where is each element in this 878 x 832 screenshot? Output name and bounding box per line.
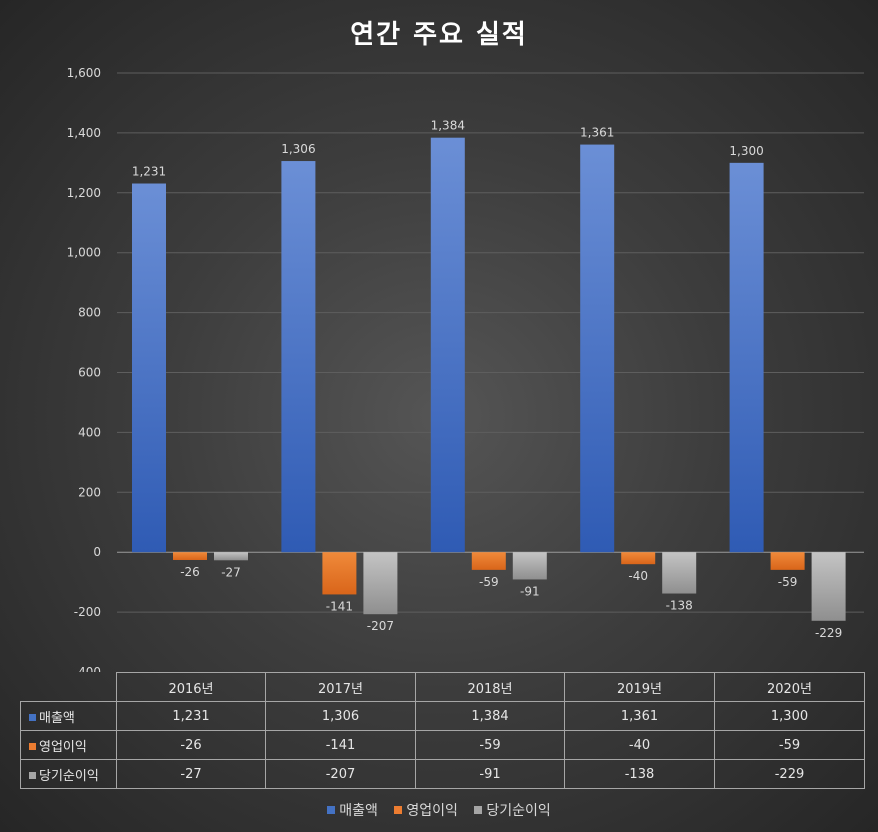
table-header-cell: 2018년	[415, 672, 565, 702]
data-label: -59	[479, 575, 499, 589]
y-tick-label: 600	[78, 366, 101, 380]
table-cell: 1,300	[714, 701, 865, 731]
legend-item: 영업이익	[394, 800, 458, 820]
series-name: 당기순이익	[39, 768, 99, 784]
legend-swatch	[327, 806, 336, 814]
bar-영업이익	[621, 552, 656, 565]
table-cell: 1,231	[116, 701, 266, 731]
legend-label: 매출액	[339, 803, 378, 819]
data-label: -229	[815, 626, 842, 640]
data-label: -27	[221, 565, 241, 579]
legend-swatch	[29, 713, 36, 721]
legend-swatch	[29, 742, 36, 750]
table-cell: -229	[714, 759, 865, 789]
bar-매출액	[430, 137, 465, 553]
table-cell: 1,384	[415, 701, 565, 731]
table-corner	[20, 672, 117, 702]
data-label: -26	[180, 565, 200, 579]
y-tick-label: 800	[78, 306, 101, 320]
table-row: 영업이익 -26 -141 -59 -40 -59	[20, 730, 865, 760]
table-cell: -27	[116, 759, 266, 789]
y-tick-label: 200	[78, 485, 101, 499]
y-tick-label: 1,200	[67, 186, 101, 200]
table-cell: -207	[265, 759, 416, 789]
legend-item: 당기순이익	[474, 800, 551, 820]
bar-매출액	[729, 162, 764, 553]
y-tick-label: 0	[93, 545, 101, 559]
table-cell: -26	[116, 730, 266, 760]
series-name: 영업이익	[39, 739, 87, 755]
table-header-cell: 2017년	[265, 672, 416, 702]
bar-매출액	[132, 183, 166, 553]
table-cell: -91	[415, 759, 565, 789]
table-cell: -40	[564, 730, 715, 760]
bar-영업이익	[173, 552, 207, 560]
legend: 매출액 영업이익 당기순이익	[0, 800, 878, 820]
y-tick-label: 400	[78, 425, 101, 439]
series-name: 매출액	[39, 710, 75, 726]
data-label: -59	[778, 575, 798, 589]
table-cell: 1,361	[564, 701, 715, 731]
table-cell: 1,306	[265, 701, 416, 731]
data-label: 1,306	[281, 142, 315, 156]
table-header-row: 2016년 2017년 2018년 2019년 2020년	[20, 672, 865, 702]
bar-당기순이익	[214, 552, 248, 561]
legend-label: 당기순이익	[486, 803, 551, 819]
bar-영업이익	[471, 552, 506, 570]
bar-당기순이익	[512, 552, 547, 580]
table-header-cell: 2019년	[564, 672, 715, 702]
data-label: -207	[367, 619, 394, 633]
table-cell: -59	[714, 730, 865, 760]
bar-chart: -400 -200 0 200 400 600 800 1,000 1,200 1,400 1,60…	[67, 66, 864, 672]
y-tick-label: -400	[74, 665, 101, 672]
table-row: 매출액 1,231 1,306 1,384 1,361 1,300	[20, 701, 865, 731]
table-row: 당기순이익 -27 -207 -91 -138 -229	[20, 759, 865, 789]
data-label: -91	[520, 584, 540, 598]
legend-label: 영업이익	[406, 803, 458, 819]
data-label: 1,300	[729, 144, 763, 158]
table-row-header: 매출액	[20, 701, 117, 731]
bar-영업이익	[322, 552, 357, 595]
table-header-cell: 2020년	[714, 672, 865, 702]
data-table: 2016년 2017년 2018년 2019년 2020년 매출액 1,231 …	[20, 672, 865, 789]
bar-매출액	[580, 144, 615, 553]
chart-title: 연간 주요 실적	[350, 20, 528, 50]
bar-매출액	[281, 161, 316, 553]
legend-swatch	[474, 806, 483, 814]
table-row-header: 영업이익	[20, 730, 117, 760]
data-label: 1,231	[132, 165, 166, 179]
bar-영업이익	[770, 552, 805, 570]
y-tick-label: 1,000	[67, 246, 101, 260]
table-header-cell: 2016년	[116, 672, 266, 702]
bar-당기순이익	[811, 552, 846, 621]
y-tick-label: 1,600	[67, 66, 101, 80]
data-label: 1,384	[431, 119, 465, 133]
legend-swatch	[29, 771, 36, 779]
table-cell: -141	[265, 730, 416, 760]
bar-당기순이익	[363, 552, 398, 615]
legend-swatch	[394, 806, 403, 814]
table-row-header: 당기순이익	[20, 759, 117, 789]
table-cell: -138	[564, 759, 715, 789]
data-label: -40	[628, 569, 648, 583]
data-label: 1,361	[580, 126, 614, 140]
y-tick-label: -200	[74, 605, 101, 619]
table-cell: -59	[415, 730, 565, 760]
y-tick-label: 1,400	[67, 126, 101, 140]
data-label: -141	[326, 599, 353, 613]
legend-item: 매출액	[327, 800, 378, 820]
bar-당기순이익	[662, 552, 697, 594]
data-label: -138	[666, 599, 693, 613]
